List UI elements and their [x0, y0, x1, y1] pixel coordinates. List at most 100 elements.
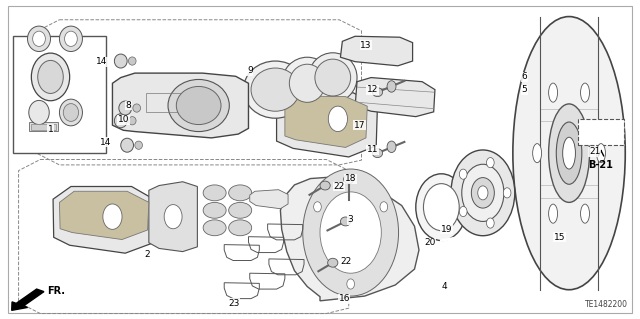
Ellipse shape: [289, 64, 325, 102]
Ellipse shape: [164, 204, 182, 229]
Ellipse shape: [243, 61, 307, 118]
Ellipse shape: [328, 258, 338, 267]
Text: 20: 20: [424, 238, 436, 247]
Text: B-21: B-21: [589, 160, 613, 169]
Ellipse shape: [129, 57, 136, 65]
Polygon shape: [280, 177, 419, 301]
Polygon shape: [53, 187, 157, 253]
Ellipse shape: [168, 79, 229, 131]
Text: 13: 13: [360, 41, 372, 50]
Text: 1: 1: [47, 125, 53, 134]
Text: 22: 22: [340, 257, 351, 266]
Text: 15: 15: [554, 233, 565, 242]
Ellipse shape: [303, 169, 399, 296]
Polygon shape: [149, 182, 197, 252]
Text: 19: 19: [441, 225, 452, 234]
Ellipse shape: [486, 218, 494, 228]
Ellipse shape: [282, 57, 333, 109]
Ellipse shape: [115, 114, 127, 128]
Ellipse shape: [60, 26, 83, 51]
Ellipse shape: [548, 104, 589, 202]
Ellipse shape: [119, 101, 132, 115]
Ellipse shape: [416, 174, 467, 241]
Ellipse shape: [31, 53, 70, 101]
Ellipse shape: [33, 31, 45, 47]
Ellipse shape: [451, 150, 515, 236]
Ellipse shape: [548, 204, 557, 223]
Ellipse shape: [203, 185, 226, 201]
Ellipse shape: [387, 141, 396, 152]
Ellipse shape: [328, 106, 348, 131]
Ellipse shape: [176, 86, 221, 124]
Ellipse shape: [29, 100, 49, 124]
Text: 17: 17: [354, 121, 365, 130]
Text: 9: 9: [247, 66, 253, 75]
Text: FR.: FR.: [47, 286, 65, 296]
Ellipse shape: [471, 178, 494, 208]
Text: 23: 23: [228, 299, 239, 308]
Text: 11: 11: [367, 145, 378, 154]
Text: 14: 14: [96, 57, 108, 66]
Text: 21: 21: [589, 147, 600, 156]
Polygon shape: [60, 191, 149, 240]
Ellipse shape: [308, 53, 357, 102]
Bar: [31, 123, 56, 130]
Polygon shape: [113, 73, 248, 138]
Text: 8: 8: [125, 101, 131, 110]
Polygon shape: [340, 36, 413, 66]
Ellipse shape: [387, 81, 396, 92]
Ellipse shape: [314, 202, 321, 212]
Ellipse shape: [596, 144, 605, 163]
Ellipse shape: [65, 31, 77, 47]
Ellipse shape: [315, 59, 351, 96]
Ellipse shape: [320, 181, 330, 190]
Text: 2: 2: [145, 250, 150, 259]
Bar: [147, 93, 184, 112]
Ellipse shape: [460, 206, 467, 217]
Bar: [578, 119, 624, 145]
Ellipse shape: [60, 99, 83, 126]
Ellipse shape: [203, 202, 226, 218]
Ellipse shape: [228, 202, 252, 218]
Bar: [29, 122, 58, 131]
Text: 16: 16: [339, 294, 350, 303]
Text: 18: 18: [345, 174, 356, 183]
Text: 12: 12: [367, 85, 378, 94]
Ellipse shape: [28, 26, 51, 51]
Ellipse shape: [380, 202, 388, 212]
Text: 6: 6: [522, 72, 527, 81]
Ellipse shape: [372, 149, 383, 158]
Ellipse shape: [513, 17, 625, 290]
Ellipse shape: [228, 185, 252, 201]
Ellipse shape: [115, 54, 127, 68]
Ellipse shape: [320, 192, 381, 273]
Text: 3: 3: [348, 215, 353, 224]
Polygon shape: [285, 96, 367, 147]
Text: 4: 4: [442, 282, 447, 291]
Ellipse shape: [462, 164, 504, 221]
Polygon shape: [355, 78, 435, 117]
Ellipse shape: [548, 83, 557, 102]
Ellipse shape: [556, 122, 582, 184]
Ellipse shape: [532, 144, 541, 163]
Ellipse shape: [580, 204, 589, 223]
Ellipse shape: [203, 220, 226, 236]
Ellipse shape: [38, 60, 63, 93]
FancyArrow shape: [12, 289, 44, 310]
Ellipse shape: [103, 204, 122, 229]
Ellipse shape: [563, 137, 575, 169]
Ellipse shape: [135, 141, 143, 149]
Text: TE1482200: TE1482200: [585, 300, 628, 309]
Text: 14: 14: [100, 137, 112, 146]
Ellipse shape: [63, 104, 79, 122]
Text: 10: 10: [118, 115, 129, 124]
Ellipse shape: [347, 279, 355, 289]
Ellipse shape: [133, 104, 141, 112]
Text: 5: 5: [522, 85, 527, 94]
Ellipse shape: [477, 186, 488, 200]
Ellipse shape: [121, 138, 134, 152]
Ellipse shape: [503, 188, 511, 198]
Ellipse shape: [580, 83, 589, 102]
Ellipse shape: [228, 220, 252, 236]
Ellipse shape: [340, 217, 351, 226]
